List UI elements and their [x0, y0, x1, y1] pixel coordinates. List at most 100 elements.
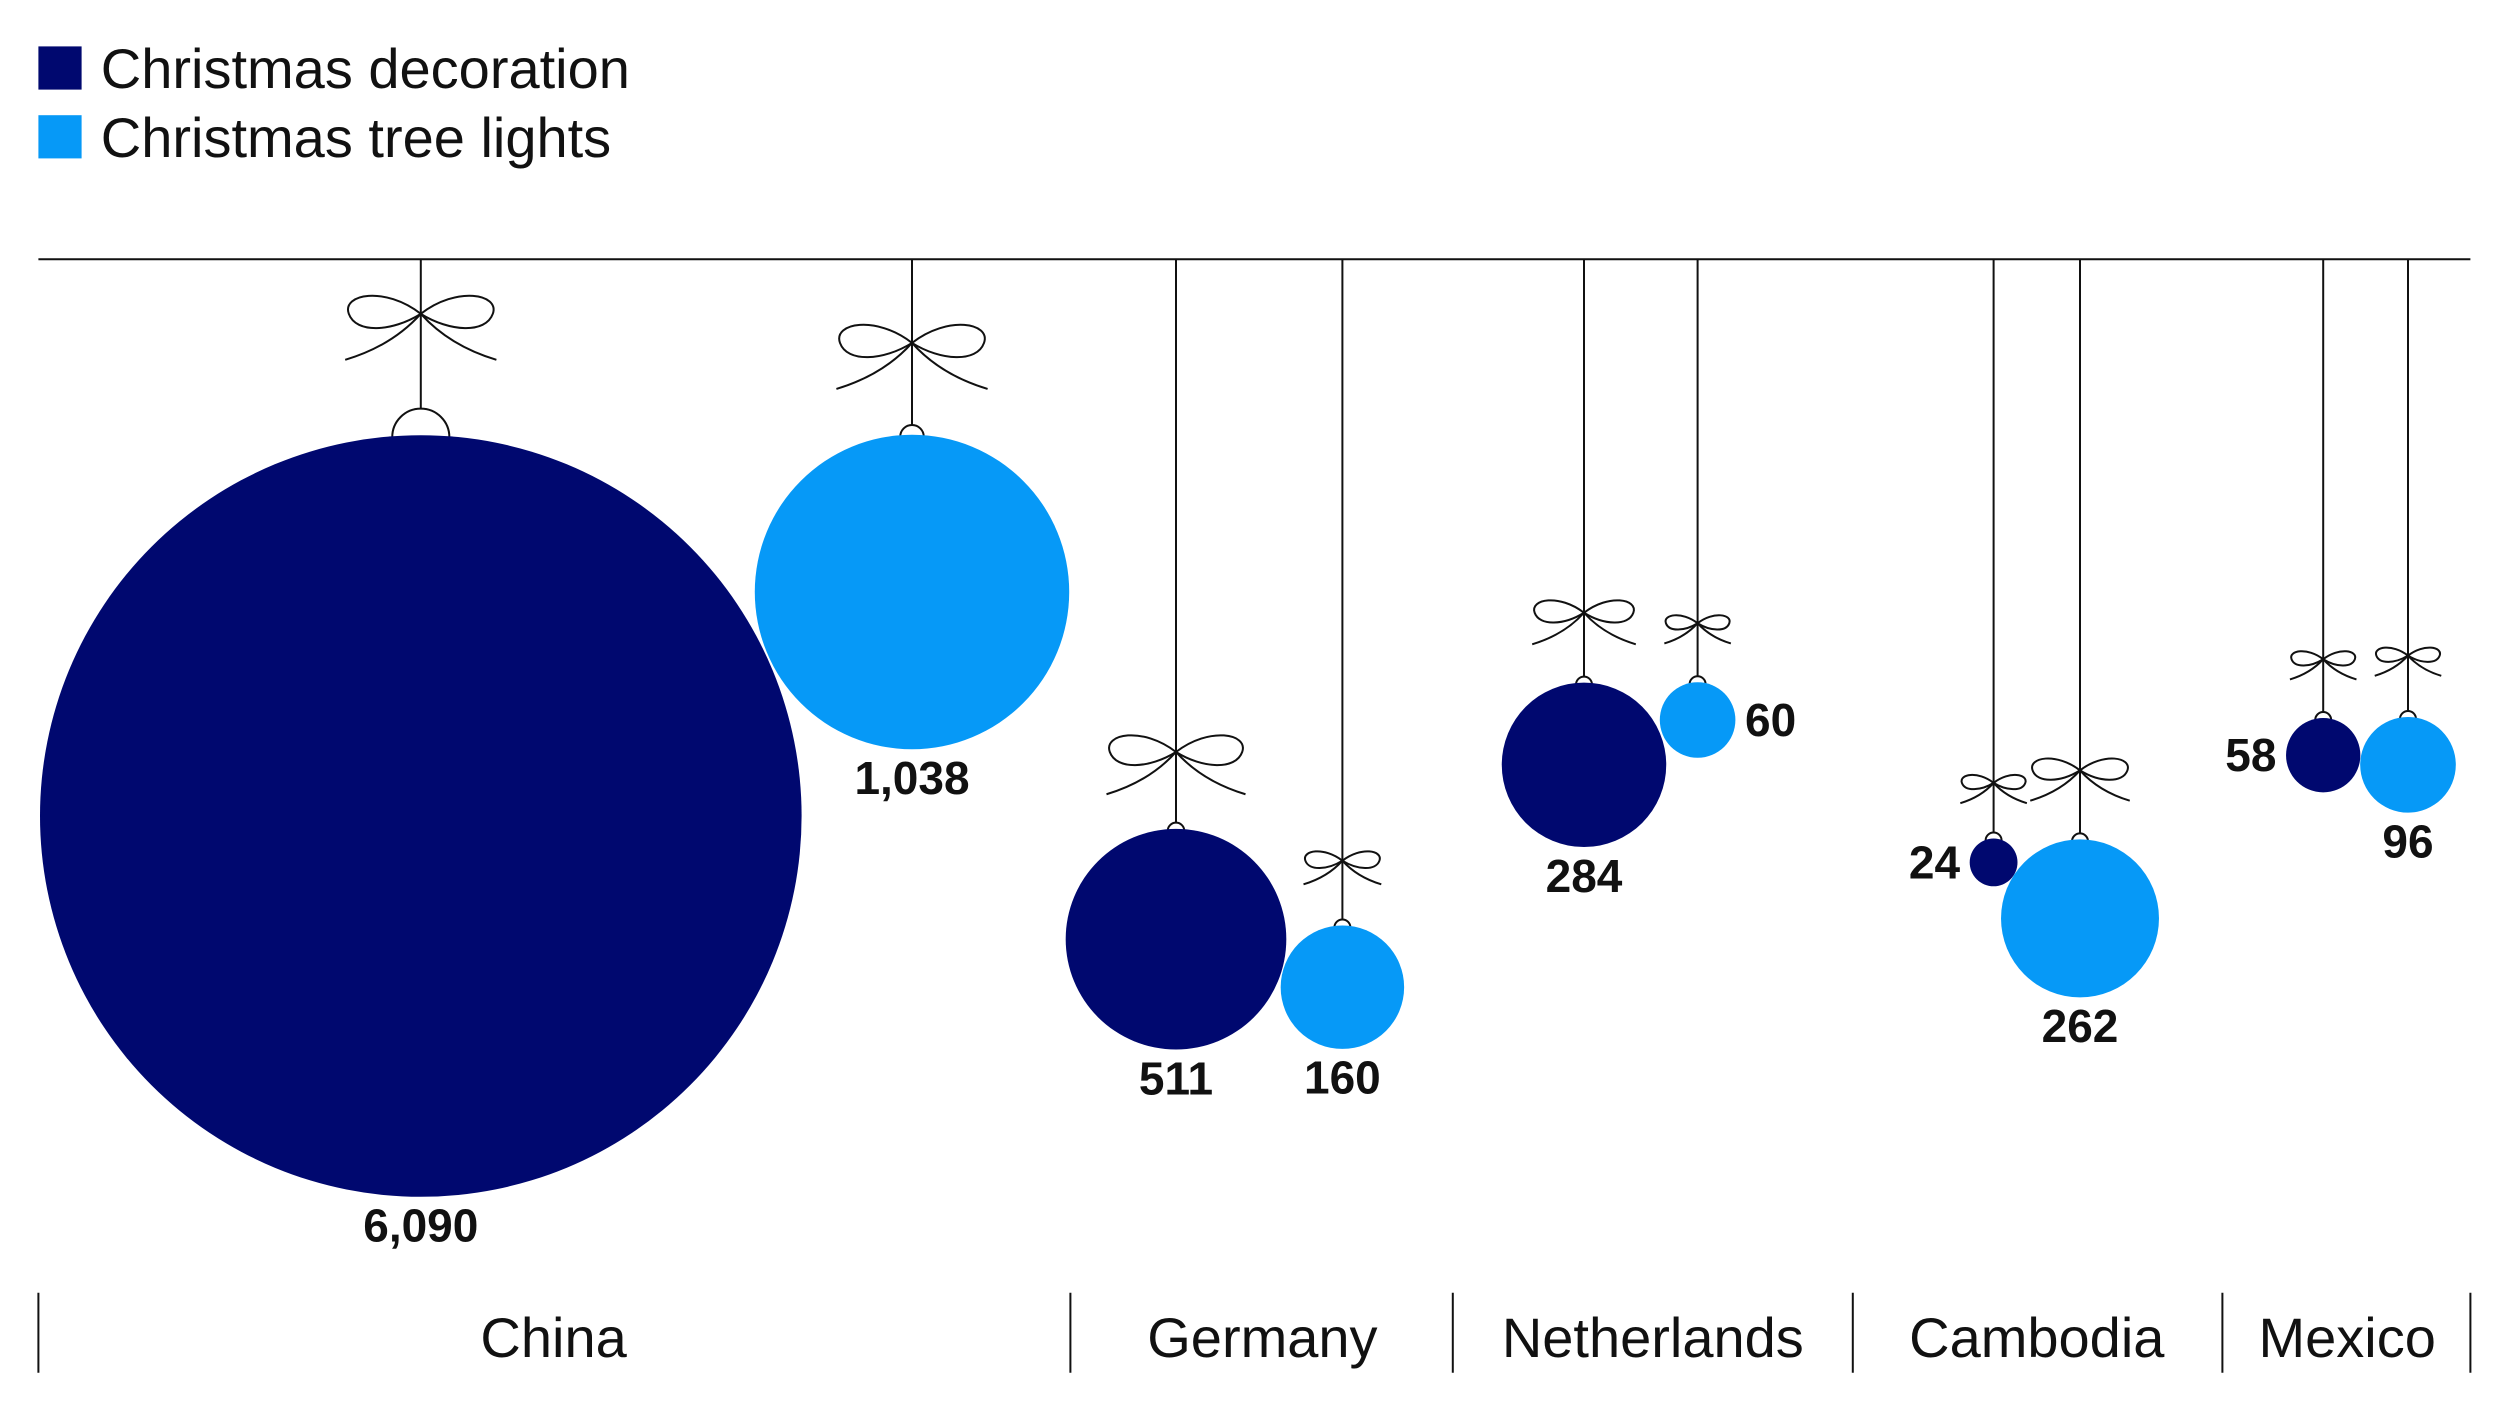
category-label-netherlands: Netherlands — [1502, 1306, 1804, 1369]
ornament-cap-china-decoration — [391, 407, 451, 438]
bow-tail-left — [2029, 769, 2081, 802]
bow-icon-mexico-decoration — [2289, 650, 2357, 681]
ornament-cap-mexico-decoration — [2314, 711, 2333, 721]
ornament-cap-cambodia-decoration — [1984, 831, 2003, 841]
bow-tail-left — [1303, 860, 1344, 886]
bow-loop-left — [1304, 850, 1345, 870]
bow-loop-right — [1174, 734, 1244, 767]
ornament-ball-cambodia-tree-lights — [2001, 839, 2159, 998]
value-label-mexico-tree-lights: 96 — [2382, 815, 2433, 867]
ornament-cap-germany-tree-lights — [1333, 918, 1352, 928]
bow-tail-right — [1992, 782, 2028, 805]
bow-tail-right — [2407, 654, 2442, 677]
ornament-ball-cambodia-decoration — [1969, 838, 2018, 887]
bow-loop-left — [2290, 650, 2325, 667]
ornament-netherlands-decoration: 284 — [1501, 259, 1667, 902]
bow-tail-left — [2289, 658, 2324, 681]
ornament-cap-cambodia-tree-lights — [2071, 832, 2089, 842]
ornament-cap-china-tree-lights — [899, 424, 925, 437]
ornament-ball-netherlands-decoration — [1501, 682, 1667, 848]
bow-loop-left — [2375, 646, 2410, 663]
ornament-ball-china-tree-lights — [754, 434, 1070, 750]
bow-loop-left — [1533, 599, 1586, 624]
bow-tail-left — [1106, 751, 1177, 796]
ornament-cambodia-tree-lights: 262 — [2001, 259, 2159, 1052]
ornament-cap-germany-decoration — [1166, 821, 1186, 832]
value-label-mexico-decoration: 58 — [2225, 729, 2276, 781]
bow-loop-left — [347, 294, 423, 330]
value-label-china-decoration: 6,090 — [363, 1200, 478, 1252]
ornament-cambodia-decoration: 24 — [1909, 259, 2028, 888]
legend-swatch-decoration — [38, 46, 82, 90]
bow-loop-right — [2078, 757, 2129, 781]
bow-tail-left — [2374, 654, 2409, 677]
value-label-netherlands-tree-lights: 60 — [1745, 694, 1796, 746]
value-label-china-tree-lights: 1,038 — [854, 752, 969, 804]
value-label-netherlands-decoration: 284 — [1546, 850, 1623, 902]
ornament-china-decoration: 6,090 — [40, 259, 802, 1252]
ornament-ball-mexico-decoration — [2286, 718, 2361, 793]
value-label-cambodia-decoration: 24 — [1909, 836, 1961, 888]
ornament-ball-germany-decoration — [1065, 828, 1287, 1050]
category-label-china: China — [480, 1306, 627, 1369]
legend-label-tree-lights: Christmas tree lights — [101, 106, 611, 169]
bow-tail-left — [1960, 782, 1995, 805]
bow-icon-cambodia-decoration — [1960, 773, 2028, 805]
legend-label-decoration: Christmas decoration — [101, 37, 630, 100]
bow-tail-right — [2079, 769, 2131, 802]
bow-tail-right — [1175, 751, 1246, 796]
bow-tail-right — [1583, 612, 1637, 646]
ornament-mexico-tree-lights: 96 — [2360, 259, 2456, 867]
bow-loop-right — [1695, 614, 1731, 631]
bow-tail-left — [1664, 622, 1699, 645]
bow-loop-left — [838, 323, 914, 359]
bow-loop-right — [1991, 773, 2027, 791]
category-label-cambodia: Cambodia — [1909, 1306, 2165, 1369]
bow-icon-netherlands-tree-lights — [1664, 614, 1732, 645]
bow-loop-left — [1664, 614, 1700, 631]
ornament-ball-germany-tree-lights — [1280, 925, 1405, 1049]
ornament-germany-tree-lights: 160 — [1280, 259, 1405, 1104]
bow-icon-mexico-tree-lights — [2374, 646, 2442, 677]
bow-icon-china-tree-lights — [836, 323, 988, 390]
ornament-cap-netherlands-tree-lights — [1688, 675, 1707, 685]
legend-swatch-tree-lights — [38, 115, 82, 159]
ornament-china-tree-lights: 1,038 — [754, 259, 1070, 804]
bow-icon-netherlands-decoration — [1531, 599, 1637, 646]
bow-tail-right — [1696, 622, 1732, 645]
ornament-ball-china-decoration — [40, 435, 802, 1197]
ornament-cap-mexico-tree-lights — [2399, 710, 2417, 720]
value-label-cambodia-tree-lights: 262 — [2042, 1000, 2119, 1052]
bow-icon-germany-decoration — [1106, 734, 1246, 796]
category-label-germany: Germany — [1147, 1306, 1377, 1369]
ornament-ball-netherlands-tree-lights — [1659, 682, 1736, 758]
ornament-netherlands-tree-lights: 60 — [1659, 259, 1796, 758]
bow-icon-germany-tree-lights — [1303, 850, 1382, 886]
ornament-germany-decoration: 511 — [1065, 259, 1287, 1104]
bow-tail-left — [1531, 612, 1585, 646]
bow-loop-left — [2031, 757, 2082, 781]
category-label-mexico: Mexico — [2259, 1306, 2436, 1369]
value-label-germany-tree-lights: 160 — [1304, 1052, 1381, 1104]
bow-loop-right — [1582, 599, 1635, 624]
bow-loop-right — [2321, 650, 2357, 667]
bow-loop-left — [1960, 773, 1996, 791]
ornament-ball-mexico-tree-lights — [2360, 716, 2456, 813]
bow-tail-right — [420, 313, 497, 361]
bow-tail-left — [344, 313, 422, 361]
bow-icon-cambodia-tree-lights — [2029, 757, 2131, 802]
bow-tail-right — [2322, 658, 2357, 681]
bow-icon-china-decoration — [344, 294, 497, 361]
ornament-cap-netherlands-decoration — [1575, 675, 1593, 685]
bow-loop-right — [419, 294, 495, 330]
bow-tail-right — [1341, 860, 1382, 886]
bow-loop-left — [1108, 734, 1178, 767]
bow-tail-left — [836, 342, 913, 390]
ornament-mexico-decoration: 58 — [2225, 259, 2361, 793]
bow-tail-right — [911, 342, 988, 390]
bow-loop-right — [910, 323, 986, 359]
bow-loop-right — [1340, 850, 1381, 870]
value-label-germany-decoration: 511 — [1139, 1052, 1213, 1104]
